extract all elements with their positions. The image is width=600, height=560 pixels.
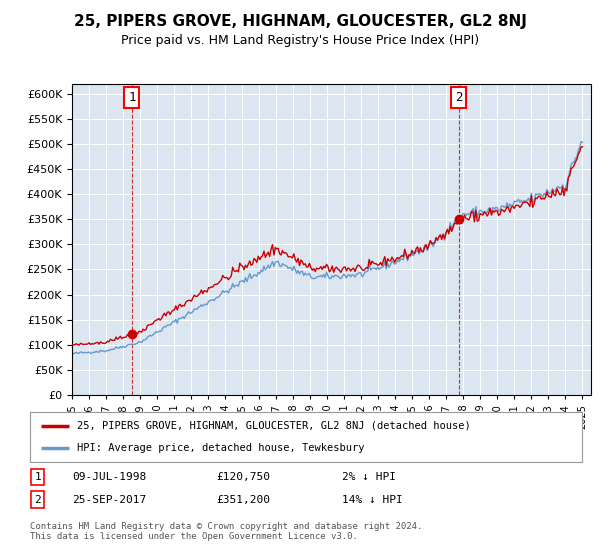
Text: £351,200: £351,200 [216,494,270,505]
Text: 25-SEP-2017: 25-SEP-2017 [72,494,146,505]
Text: 09-JUL-1998: 09-JUL-1998 [72,472,146,482]
Text: 1: 1 [128,91,136,104]
Text: HPI: Average price, detached house, Tewkesbury: HPI: Average price, detached house, Tewk… [77,443,364,453]
Text: 1: 1 [34,472,41,482]
Text: Price paid vs. HM Land Registry's House Price Index (HPI): Price paid vs. HM Land Registry's House … [121,34,479,46]
Text: 2% ↓ HPI: 2% ↓ HPI [342,472,396,482]
Text: 2: 2 [34,494,41,505]
Text: 25, PIPERS GROVE, HIGHNAM, GLOUCESTER, GL2 8NJ: 25, PIPERS GROVE, HIGHNAM, GLOUCESTER, G… [74,14,526,29]
Text: 25, PIPERS GROVE, HIGHNAM, GLOUCESTER, GL2 8NJ (detached house): 25, PIPERS GROVE, HIGHNAM, GLOUCESTER, G… [77,421,470,431]
Text: £120,750: £120,750 [216,472,270,482]
Text: 2: 2 [455,91,463,104]
Text: Contains HM Land Registry data © Crown copyright and database right 2024.
This d: Contains HM Land Registry data © Crown c… [30,522,422,542]
Text: 14% ↓ HPI: 14% ↓ HPI [342,494,403,505]
